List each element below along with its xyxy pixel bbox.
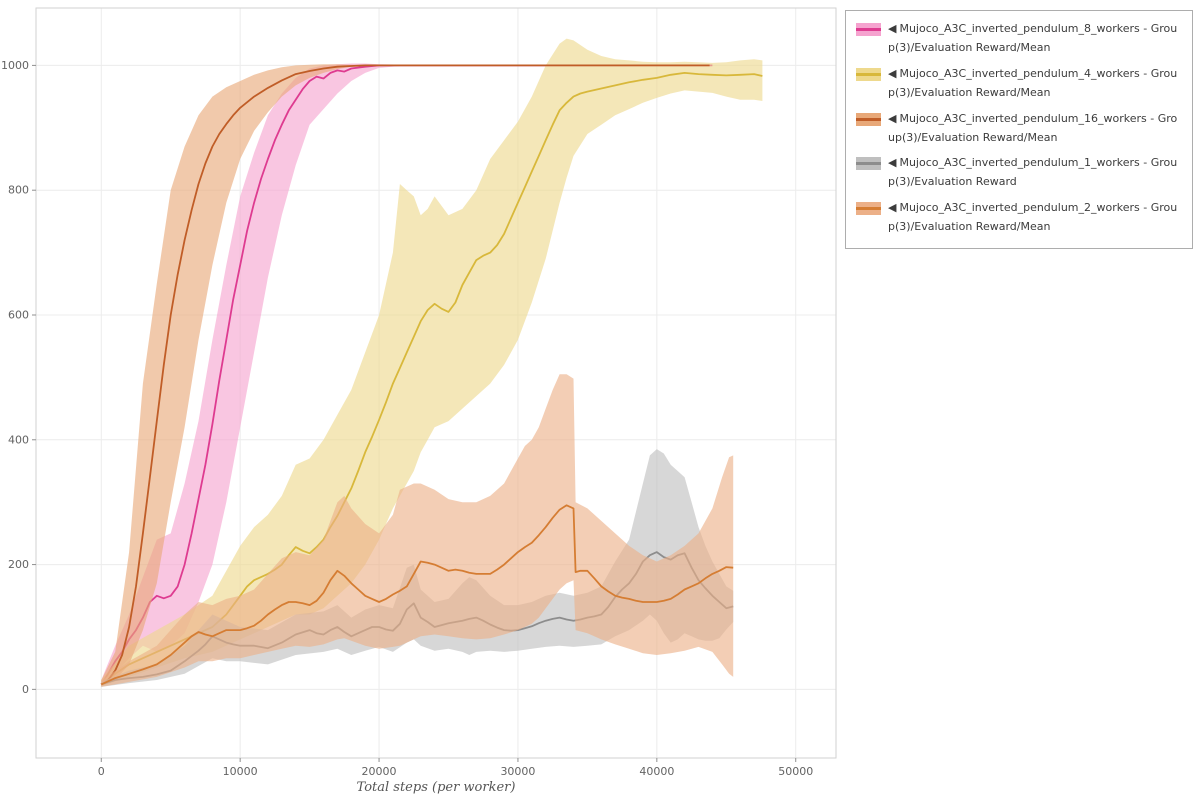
series-band-Mujoco_A3C_inverted_pendulum_4_workers (101, 38, 763, 687)
legend-swatch-1-workers (856, 157, 881, 171)
series-marker-icon: ◀ (888, 156, 897, 170)
series-marker-icon: ◀ (888, 201, 897, 215)
legend-item-8-workers[interactable]: ◀ Mujoco_A3C_inverted_pendulum_8_workers … (856, 20, 1182, 58)
legend-item-2-workers[interactable]: ◀ Mujoco_A3C_inverted_pendulum_2_workers … (856, 199, 1182, 237)
legend-label-text: Mujoco_A3C_inverted_pendulum_16_workers … (888, 111, 1178, 144)
x-tick-label: 0 (98, 765, 105, 778)
series-band-Mujoco_A3C_inverted_pendulum_2_workers (101, 374, 734, 687)
legend-swatch-2-workers (856, 202, 881, 216)
series-band-Mujoco_A3C_inverted_pendulum_1_workers (101, 449, 734, 687)
series-line-Mujoco_A3C_inverted_pendulum_2_workers[interactable] (100, 504, 734, 686)
series-line-Mujoco_A3C_inverted_pendulum_4_workers[interactable] (100, 72, 763, 686)
legend-swatch-4-workers (856, 67, 881, 81)
y-tick-label: 400 (8, 433, 29, 446)
x-tick-label: 50000 (778, 765, 813, 778)
x-tick-label: 10000 (223, 765, 258, 778)
legend-swatch-line (856, 28, 881, 31)
legend-swatch-16-workers (856, 112, 881, 126)
legend-label: ◀ Mujoco_A3C_inverted_pendulum_1_workers … (888, 154, 1182, 192)
chart-svg[interactable]: 0 10000 20000 30000 40000 50000 0 200 400 600 800 1… (0, 0, 840, 800)
legend-label: ◀ Mujoco_A3C_inverted_pendulum_16_workers… (888, 110, 1182, 148)
legend-swatch-line (856, 72, 881, 76)
legend-label-text: Mujoco_A3C_inverted_pendulum_2_workers -… (888, 201, 1178, 234)
legend-item-16-workers[interactable]: ◀ Mujoco_A3C_inverted_pendulum_16_workers… (856, 110, 1182, 148)
legend-label-text: Mujoco_A3C_inverted_pendulum_8_workers -… (888, 22, 1178, 54)
y-tick-label: 600 (8, 308, 29, 321)
legend-swatch-line (856, 162, 881, 166)
series-marker-icon: ◀ (888, 66, 897, 80)
legend-swatch-line (856, 207, 881, 211)
legend-label-text: Mujoco_A3C_inverted_pendulum_1_workers -… (888, 156, 1178, 189)
legend-swatch-line (856, 117, 881, 121)
legend-label-text: Mujoco_A3C_inverted_pendulum_4_workers -… (888, 66, 1178, 99)
legend: ◀ Mujoco_A3C_inverted_pendulum_8_workers … (845, 10, 1193, 250)
x-axis-title: Total steps (per worker) (357, 780, 516, 795)
legend-swatch-8-workers (856, 23, 881, 36)
x-tick-label: 30000 (500, 765, 535, 778)
y-tick-label: 1000 (1, 59, 29, 72)
legend-item-4-workers[interactable]: ◀ Mujoco_A3C_inverted_pendulum_4_workers … (856, 65, 1182, 103)
plot-frame (35, 7, 837, 759)
series-band-Mujoco_A3C_inverted_pendulum_8_workers (101, 63, 713, 687)
y-tick-label: 0 (22, 683, 29, 696)
legend-label: ◀ Mujoco_A3C_inverted_pendulum_4_workers … (888, 65, 1182, 103)
x-tick-label: 20000 (362, 765, 397, 778)
series-line-Mujoco_A3C_inverted_pendulum_16_workers[interactable] (100, 64, 710, 686)
y-tick-label: 200 (8, 558, 29, 571)
legend-label: ◀ Mujoco_A3C_inverted_pendulum_8_workers … (888, 20, 1182, 58)
legend-label: ◀ Mujoco_A3C_inverted_pendulum_2_workers … (888, 199, 1182, 237)
series-marker-icon: ◀ (888, 111, 897, 125)
x-tick-label: 40000 (639, 765, 674, 778)
series-marker-icon: ◀ (888, 22, 897, 35)
legend-item-1-workers[interactable]: ◀ Mujoco_A3C_inverted_pendulum_1_workers … (856, 154, 1182, 192)
y-tick-label: 800 (8, 184, 29, 197)
